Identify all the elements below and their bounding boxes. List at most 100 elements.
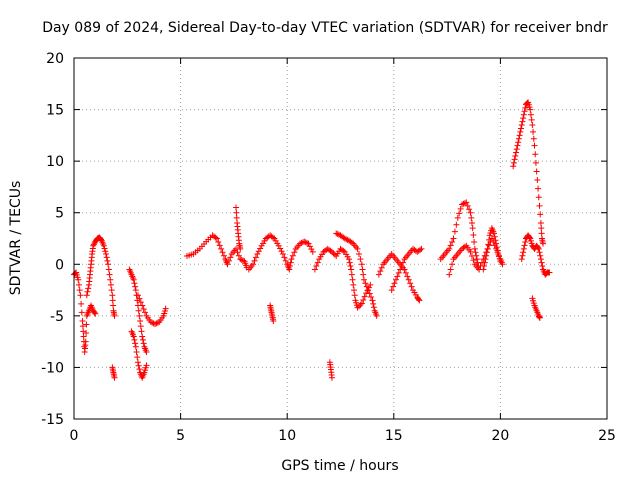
x-tick-label: 20 xyxy=(491,428,509,444)
x-tick-label: 10 xyxy=(278,428,296,444)
series-arc-n xyxy=(375,250,423,304)
data-point xyxy=(251,257,258,264)
data-point xyxy=(483,249,490,256)
data-point xyxy=(470,232,477,239)
data-point xyxy=(104,257,111,264)
data-point xyxy=(461,200,468,207)
y-tick-label: 5 xyxy=(55,206,64,222)
data-point xyxy=(110,302,117,309)
data-point xyxy=(346,259,353,266)
data-point xyxy=(331,251,338,258)
data-point xyxy=(136,295,143,302)
data-point xyxy=(367,281,374,288)
data-point xyxy=(459,201,466,208)
data-point xyxy=(513,146,520,153)
data-point xyxy=(130,333,137,340)
data-point xyxy=(536,249,543,256)
data-point xyxy=(359,266,366,273)
data-point xyxy=(340,247,347,254)
data-point xyxy=(341,235,348,242)
data-point xyxy=(270,318,277,325)
data-point xyxy=(457,205,464,212)
data-point xyxy=(537,252,544,259)
data-point xyxy=(135,307,142,314)
data-point xyxy=(450,235,457,242)
data-point xyxy=(111,374,118,381)
data-point xyxy=(484,245,491,252)
data-point xyxy=(143,362,150,369)
y-tick-label: -5 xyxy=(50,309,64,325)
data-point xyxy=(388,287,395,294)
data-point xyxy=(288,256,295,263)
data-point xyxy=(131,280,138,287)
data-point xyxy=(463,199,470,206)
x-tick-label: 25 xyxy=(598,428,616,444)
data-point xyxy=(215,238,222,245)
data-point xyxy=(286,266,293,273)
data-point xyxy=(225,257,232,264)
data-point xyxy=(78,309,85,316)
data-point xyxy=(510,159,517,166)
data-point xyxy=(451,228,458,235)
data-point xyxy=(460,200,467,207)
data-point xyxy=(370,304,377,311)
data-point xyxy=(254,250,261,257)
data-point xyxy=(404,273,411,280)
data-point xyxy=(518,122,525,129)
y-axis-label: SDTVAR / TECUs xyxy=(8,181,24,296)
data-point xyxy=(130,276,137,283)
series-arc-t xyxy=(518,232,553,278)
data-point xyxy=(250,261,257,268)
data-point xyxy=(132,283,139,290)
series-arc-p xyxy=(437,199,483,273)
series-arc-a xyxy=(71,269,99,355)
data-point xyxy=(535,245,542,252)
data-point xyxy=(133,348,140,355)
data-point xyxy=(139,333,146,340)
data-point xyxy=(134,354,141,361)
data-point xyxy=(415,296,422,303)
data-point xyxy=(358,261,365,268)
x-tick-label: 15 xyxy=(385,428,403,444)
series-arc-g xyxy=(183,232,250,271)
data-point xyxy=(334,231,341,238)
data-point xyxy=(132,287,139,294)
data-point xyxy=(360,297,367,304)
data-point xyxy=(515,135,522,142)
data-point xyxy=(536,314,543,321)
data-point xyxy=(470,257,477,264)
data-point xyxy=(219,249,226,256)
data-point xyxy=(140,340,147,347)
data-point xyxy=(397,266,404,273)
data-points xyxy=(71,99,553,381)
data-point xyxy=(522,104,529,111)
y-tick-label: -15 xyxy=(41,412,64,428)
data-point xyxy=(137,299,144,306)
y-tick-label: 0 xyxy=(55,257,64,273)
data-point xyxy=(132,343,139,350)
data-point xyxy=(483,252,490,259)
data-point xyxy=(531,142,538,149)
data-point xyxy=(100,242,107,249)
data-point xyxy=(365,287,372,294)
data-point xyxy=(526,234,533,241)
series-arc-i xyxy=(245,232,316,273)
data-point xyxy=(351,292,358,299)
data-point xyxy=(136,312,143,319)
data-point xyxy=(520,115,527,122)
data-point xyxy=(304,239,311,246)
data-point xyxy=(282,257,289,264)
data-point xyxy=(343,236,350,243)
data-point xyxy=(521,108,528,115)
data-point xyxy=(278,248,285,255)
data-point xyxy=(147,319,154,326)
data-point xyxy=(537,220,544,227)
data-point xyxy=(142,309,149,316)
data-point xyxy=(287,263,294,270)
series-arc-m xyxy=(326,359,335,381)
data-point xyxy=(154,319,161,326)
data-point xyxy=(357,256,364,263)
data-point xyxy=(136,366,143,373)
data-point xyxy=(400,259,407,266)
data-point xyxy=(391,280,398,287)
